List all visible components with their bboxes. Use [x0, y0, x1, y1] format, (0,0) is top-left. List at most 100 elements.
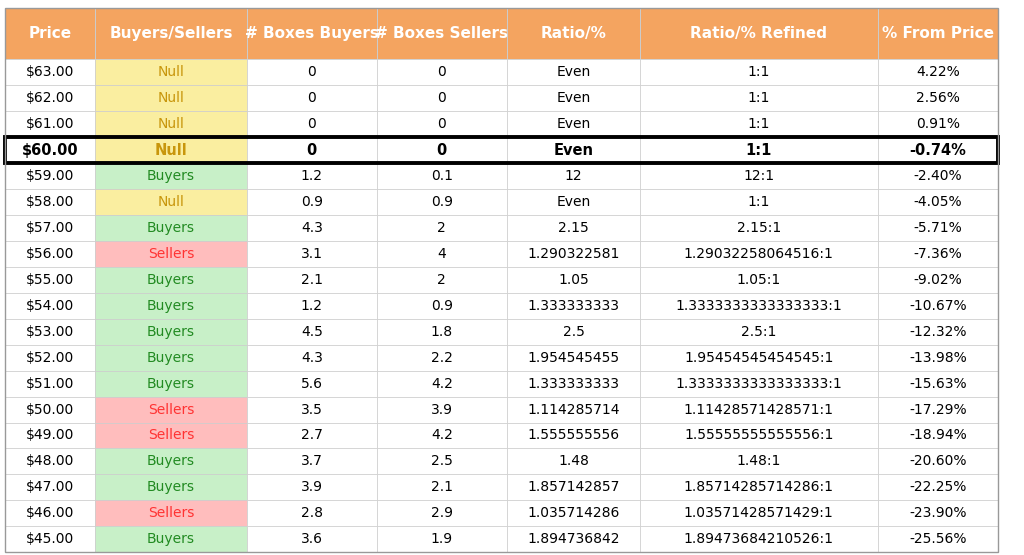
Text: 2.2: 2.2: [431, 351, 453, 365]
Bar: [640, 189, 878, 215]
Text: -7.36%: -7.36%: [913, 247, 963, 261]
Text: Even: Even: [556, 65, 591, 79]
Bar: [507, 111, 640, 137]
Bar: [377, 293, 507, 319]
Text: Null: Null: [158, 65, 184, 79]
Bar: [640, 448, 878, 475]
Text: 1.555555556: 1.555555556: [527, 428, 620, 442]
Text: -0.74%: -0.74%: [909, 143, 967, 158]
Text: Even: Even: [556, 91, 591, 105]
Text: Null: Null: [158, 195, 184, 209]
Bar: [95, 241, 247, 267]
Text: 1.05:1: 1.05:1: [736, 273, 781, 287]
Text: 1.89473684210526:1: 1.89473684210526:1: [684, 532, 834, 546]
Text: Sellers: Sellers: [147, 506, 195, 521]
Text: Buyers/Sellers: Buyers/Sellers: [110, 26, 232, 42]
Text: $55.00: $55.00: [26, 273, 75, 287]
Bar: [247, 422, 377, 448]
Text: 1.05: 1.05: [558, 273, 589, 287]
Text: Null: Null: [158, 117, 184, 131]
Text: 3.6: 3.6: [301, 532, 323, 546]
Bar: [5, 448, 95, 475]
Text: 4.2: 4.2: [431, 377, 453, 391]
Bar: [377, 319, 507, 345]
Text: 4.3: 4.3: [301, 351, 323, 365]
Bar: [95, 319, 247, 345]
Bar: [878, 163, 998, 189]
Bar: [5, 293, 95, 319]
Text: 2.9: 2.9: [431, 506, 453, 521]
Bar: [878, 8, 998, 59]
Bar: [640, 422, 878, 448]
Text: -25.56%: -25.56%: [909, 532, 967, 546]
Bar: [5, 215, 95, 241]
Bar: [5, 422, 95, 448]
Bar: [95, 189, 247, 215]
Text: $54.00: $54.00: [26, 299, 75, 313]
Bar: [95, 422, 247, 448]
Text: 2.1: 2.1: [301, 273, 323, 287]
Bar: [95, 475, 247, 501]
Text: 1.333333333: 1.333333333: [527, 377, 620, 391]
Bar: [640, 137, 878, 163]
Bar: [5, 475, 95, 501]
Bar: [878, 241, 998, 267]
Bar: [5, 85, 95, 111]
Bar: [5, 189, 95, 215]
Bar: [247, 215, 377, 241]
Bar: [507, 526, 640, 552]
Text: $49.00: $49.00: [26, 428, 75, 442]
Bar: [640, 371, 878, 397]
Text: 2: 2: [437, 273, 446, 287]
Text: 1:1: 1:1: [748, 65, 770, 79]
Text: # Boxes Buyers: # Boxes Buyers: [245, 26, 379, 42]
Bar: [640, 345, 878, 371]
Text: Null: Null: [155, 143, 187, 158]
Bar: [507, 85, 640, 111]
Bar: [878, 371, 998, 397]
Text: $61.00: $61.00: [26, 117, 75, 131]
Bar: [5, 371, 95, 397]
Bar: [640, 215, 878, 241]
Bar: [247, 501, 377, 526]
Text: 1.2: 1.2: [301, 299, 323, 313]
Text: 1.55555555555556:1: 1.55555555555556:1: [684, 428, 834, 442]
Text: 1:1: 1:1: [748, 91, 770, 105]
Text: 2.15:1: 2.15:1: [736, 221, 781, 235]
Text: $62.00: $62.00: [26, 91, 75, 105]
Text: $45.00: $45.00: [26, 532, 75, 546]
Text: -22.25%: -22.25%: [909, 481, 967, 495]
Bar: [247, 526, 377, 552]
Text: 2.8: 2.8: [301, 506, 323, 521]
Bar: [878, 319, 998, 345]
Bar: [5, 319, 95, 345]
Text: 2.5: 2.5: [562, 325, 585, 339]
Text: Buyers: Buyers: [147, 325, 195, 339]
Bar: [640, 267, 878, 293]
Bar: [878, 422, 998, 448]
Bar: [95, 59, 247, 85]
Bar: [377, 475, 507, 501]
Text: Buyers: Buyers: [147, 481, 195, 495]
Bar: [507, 319, 640, 345]
Text: 2.15: 2.15: [558, 221, 589, 235]
Text: Even: Even: [553, 143, 594, 158]
Text: 0: 0: [437, 91, 446, 105]
Text: Buyers: Buyers: [147, 169, 195, 183]
Bar: [377, 397, 507, 422]
Text: Ratio/% Refined: Ratio/% Refined: [690, 26, 827, 42]
Bar: [640, 475, 878, 501]
Text: -20.60%: -20.60%: [909, 455, 967, 468]
Text: $57.00: $57.00: [26, 221, 75, 235]
Text: 0: 0: [307, 65, 316, 79]
Text: -9.02%: -9.02%: [913, 273, 963, 287]
Text: $47.00: $47.00: [26, 481, 75, 495]
Bar: [247, 189, 377, 215]
Bar: [377, 371, 507, 397]
Text: $58.00: $58.00: [26, 195, 75, 209]
Text: 0: 0: [307, 91, 316, 105]
Bar: [5, 59, 95, 85]
Text: 3.7: 3.7: [301, 455, 323, 468]
Bar: [247, 59, 377, 85]
Text: $56.00: $56.00: [26, 247, 75, 261]
